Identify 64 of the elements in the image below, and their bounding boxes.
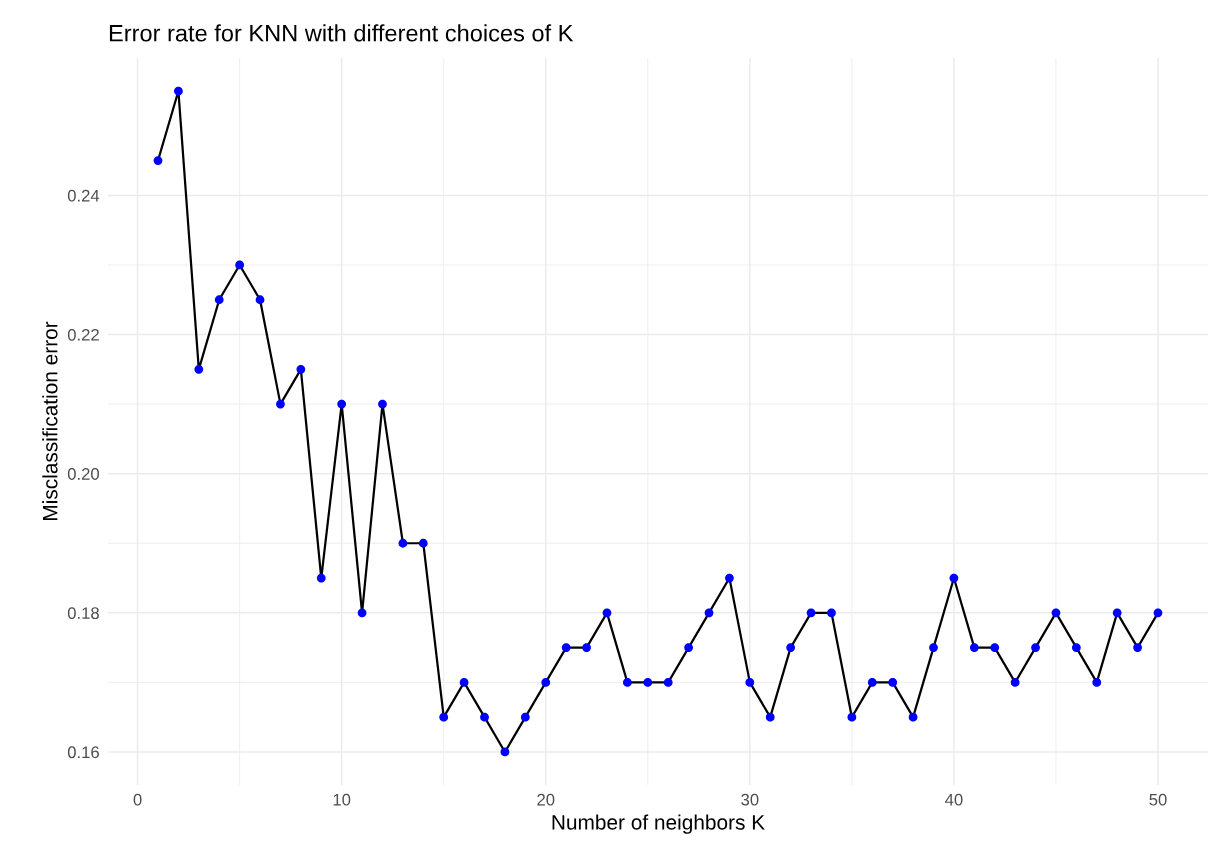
- point: [602, 608, 612, 618]
- y-tick-label: 0.16: [67, 746, 99, 759]
- y-tick-label: 0.22: [67, 328, 99, 341]
- point: [663, 677, 673, 687]
- point: [480, 712, 489, 722]
- point: [725, 573, 734, 583]
- y-tick-label: 0.18: [67, 607, 99, 620]
- point: [990, 643, 1000, 652]
- point: [786, 643, 796, 652]
- point: [765, 712, 775, 722]
- point: [704, 608, 714, 618]
- x-tick-label: 10: [333, 793, 351, 806]
- point: [337, 399, 347, 409]
- point: [316, 573, 326, 583]
- point: [847, 712, 857, 722]
- point: [949, 573, 959, 583]
- point: [1133, 643, 1142, 652]
- point: [194, 364, 204, 374]
- point: [357, 608, 367, 618]
- point: [418, 538, 428, 548]
- point: [378, 399, 387, 409]
- x-tick-label: 20: [537, 793, 555, 806]
- point: [929, 643, 938, 652]
- x-tick-label: 0: [133, 793, 142, 806]
- point: [541, 677, 551, 687]
- point: [255, 295, 265, 305]
- point: [296, 364, 306, 374]
- point: [908, 712, 918, 722]
- point: [276, 399, 285, 409]
- point: [520, 712, 530, 722]
- point: [1031, 643, 1040, 652]
- chart-title: Error rate for KNN with different choices of K: [109, 24, 574, 42]
- x-tick-label: 40: [945, 793, 963, 806]
- point: [235, 260, 245, 270]
- point: [1071, 643, 1081, 652]
- x-axis-title: Number of neighbors K: [552, 814, 765, 834]
- point: [174, 86, 183, 96]
- point: [561, 643, 571, 652]
- y-tick-label: 0.20: [67, 468, 100, 480]
- point: [398, 538, 408, 548]
- point: [1153, 608, 1163, 618]
- x-tick-label: 30: [741, 793, 759, 806]
- point: [1092, 677, 1102, 687]
- point: [1051, 608, 1061, 618]
- point: [806, 608, 816, 618]
- y-axis-title: Misclassification error: [42, 321, 58, 520]
- point: [867, 677, 877, 687]
- point: [623, 677, 632, 687]
- point: [745, 677, 755, 687]
- point: [1112, 608, 1122, 618]
- point: [153, 156, 163, 166]
- point: [500, 747, 510, 757]
- point: [459, 677, 469, 687]
- point: [582, 643, 591, 652]
- point: [969, 643, 979, 652]
- point: [1010, 677, 1020, 687]
- point: [439, 712, 449, 722]
- point: [827, 608, 836, 618]
- point: [888, 677, 898, 687]
- point: [684, 643, 693, 652]
- point: [214, 295, 224, 305]
- point: [643, 677, 653, 687]
- x-tick-label: 50: [1149, 793, 1167, 806]
- y-tick-label: 0.24: [67, 189, 100, 202]
